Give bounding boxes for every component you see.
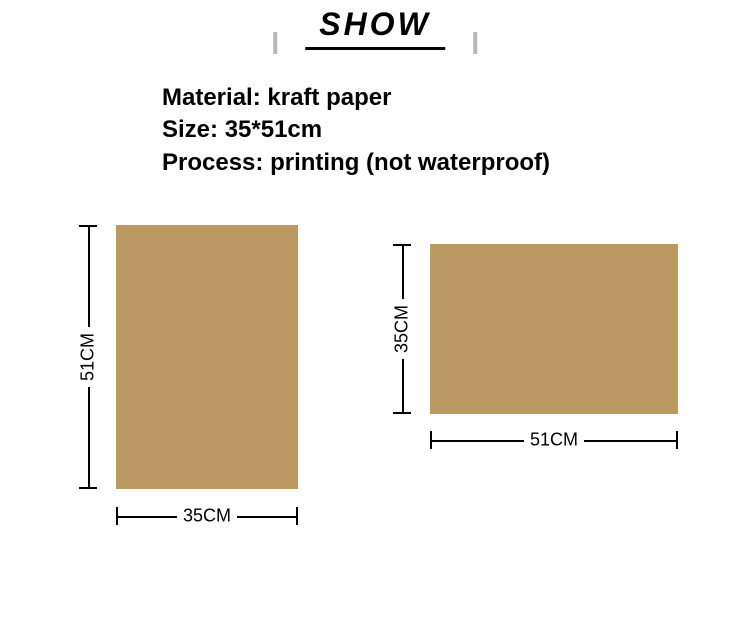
kraft-swatch-landscape [430,244,678,414]
dim-cap-right [296,507,298,525]
landscape-width-dimension: 51CM [430,430,678,450]
dim-cap-right [676,431,678,449]
dim-cap-top [79,225,97,227]
spec-process: Process: printing (not waterproof) [162,147,550,179]
spec-material-value: kraft paper [267,84,391,111]
dim-cap-top [393,244,411,246]
spec-block: Material: kraft paper Size: 35*51cm Proc… [162,82,550,179]
dim-cap-bottom [79,487,97,489]
spec-process-label: Process: [162,149,270,176]
spec-process-value: printing (not waterproof) [270,149,550,176]
product-spec-diagram: SHOW Material: kraft paper Size: 35*51cm… [0,0,750,627]
spec-size-label: Size: [162,116,225,143]
spec-size: Size: 35*51cm [162,114,550,146]
spec-material-label: Material: [162,84,267,111]
spec-material: Material: kraft paper [162,82,550,114]
landscape-height-dimension: 35CM [392,244,412,414]
dim-cap-left [430,431,432,449]
portrait-width-dimension: 35CM [116,506,298,526]
heading-title: SHOW [305,6,445,50]
dim-cap-left [116,507,118,525]
landscape-width-label: 51CM [524,430,584,451]
section-heading: SHOW [305,6,445,50]
heading-decor-right [473,32,477,54]
heading-decor-left [273,32,277,54]
dim-cap-bottom [393,412,411,414]
landscape-height-label: 35CM [392,299,413,359]
portrait-height-label: 51CM [78,327,99,387]
kraft-swatch-portrait [116,225,298,489]
portrait-height-dimension: 51CM [78,225,98,489]
portrait-width-label: 35CM [177,506,237,527]
spec-size-value: 35*51cm [225,116,322,143]
